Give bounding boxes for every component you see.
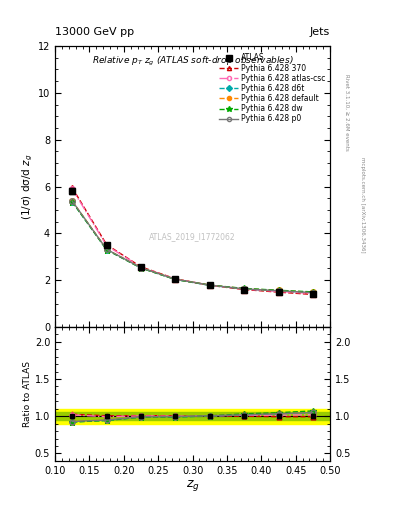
Pythia 6.428 default bbox=[70, 198, 75, 204]
Pythia 6.428 370 bbox=[208, 282, 212, 288]
Pythia 6.428 370 bbox=[139, 264, 143, 270]
Pythia 6.428 default bbox=[208, 282, 212, 288]
Line: Pythia 6.428 dw: Pythia 6.428 dw bbox=[69, 198, 316, 295]
Line: Pythia 6.428 d6t: Pythia 6.428 d6t bbox=[70, 200, 315, 295]
Text: mcplots.cern.ch [arXiv:1306.3436]: mcplots.cern.ch [arXiv:1306.3436] bbox=[360, 157, 365, 252]
Pythia 6.428 370 bbox=[173, 276, 178, 282]
Text: Relative $p_T$ $z_g$ (ATLAS soft-drop observables): Relative $p_T$ $z_g$ (ATLAS soft-drop ob… bbox=[92, 54, 294, 68]
Pythia 6.428 p0 bbox=[70, 198, 75, 204]
Line: Pythia 6.428 atlas-csc: Pythia 6.428 atlas-csc bbox=[70, 186, 316, 296]
Line: Pythia 6.428 default: Pythia 6.428 default bbox=[70, 198, 316, 295]
Pythia 6.428 atlas-csc bbox=[104, 243, 109, 249]
Pythia 6.428 370 bbox=[276, 289, 281, 295]
Text: 13000 GeV pp: 13000 GeV pp bbox=[55, 27, 134, 37]
Pythia 6.428 d6t bbox=[104, 247, 109, 253]
Pythia 6.428 d6t bbox=[242, 286, 246, 292]
X-axis label: $z_g$: $z_g$ bbox=[185, 478, 200, 494]
Pythia 6.428 dw bbox=[173, 276, 178, 283]
Pythia 6.428 atlas-csc bbox=[242, 286, 246, 292]
Text: Jets: Jets bbox=[310, 27, 330, 37]
Pythia 6.428 370 bbox=[310, 291, 315, 297]
Pythia 6.428 atlas-csc bbox=[70, 186, 75, 192]
Pythia 6.428 default bbox=[173, 276, 178, 282]
Pythia 6.428 default bbox=[310, 289, 315, 295]
Pythia 6.428 d6t bbox=[173, 276, 178, 283]
Pythia 6.428 dw bbox=[310, 289, 315, 295]
Pythia 6.428 d6t bbox=[70, 199, 75, 205]
Pythia 6.428 default bbox=[242, 286, 246, 292]
Pythia 6.428 d6t bbox=[208, 282, 212, 288]
Bar bbox=[55, 409, 330, 423]
Pythia 6.428 dw bbox=[139, 265, 143, 271]
Text: ATLAS_2019_I1772062: ATLAS_2019_I1772062 bbox=[149, 232, 236, 242]
Pythia 6.428 default bbox=[139, 265, 143, 271]
Pythia 6.428 dw bbox=[208, 282, 212, 288]
Pythia 6.428 370 bbox=[70, 185, 75, 191]
Pythia 6.428 370 bbox=[104, 242, 109, 248]
Pythia 6.428 p0 bbox=[104, 246, 109, 252]
Pythia 6.428 atlas-csc bbox=[276, 288, 281, 294]
Pythia 6.428 dw bbox=[70, 199, 75, 205]
Y-axis label: Ratio to ATLAS: Ratio to ATLAS bbox=[23, 361, 32, 427]
Pythia 6.428 p0 bbox=[139, 265, 143, 271]
Pythia 6.428 d6t bbox=[139, 265, 143, 271]
Pythia 6.428 atlas-csc bbox=[139, 264, 143, 270]
Legend: ATLAS, Pythia 6.428 370, Pythia 6.428 atlas-csc, Pythia 6.428 d6t, Pythia 6.428 : ATLAS, Pythia 6.428 370, Pythia 6.428 at… bbox=[218, 53, 326, 124]
Pythia 6.428 p0 bbox=[173, 276, 178, 282]
Pythia 6.428 p0 bbox=[242, 286, 246, 292]
Pythia 6.428 p0 bbox=[208, 282, 212, 288]
Pythia 6.428 dw bbox=[104, 247, 109, 253]
Bar bbox=[55, 413, 330, 420]
Pythia 6.428 atlas-csc bbox=[310, 290, 315, 296]
Text: Rivet 3.1.10, ≥ 2.6M events: Rivet 3.1.10, ≥ 2.6M events bbox=[344, 74, 349, 151]
Pythia 6.428 default bbox=[104, 246, 109, 252]
Pythia 6.428 d6t bbox=[276, 288, 281, 294]
Pythia 6.428 atlas-csc bbox=[173, 276, 178, 282]
Line: Pythia 6.428 370: Pythia 6.428 370 bbox=[70, 185, 316, 297]
Y-axis label: (1/σ) dσ/d $z_g$: (1/σ) dσ/d $z_g$ bbox=[20, 154, 35, 220]
Line: Pythia 6.428 p0: Pythia 6.428 p0 bbox=[70, 198, 316, 295]
Pythia 6.428 d6t bbox=[310, 289, 315, 295]
Pythia 6.428 p0 bbox=[310, 289, 315, 295]
Pythia 6.428 default bbox=[276, 287, 281, 293]
Pythia 6.428 dw bbox=[242, 285, 246, 291]
Pythia 6.428 atlas-csc bbox=[208, 282, 212, 288]
Pythia 6.428 370 bbox=[242, 287, 246, 293]
Pythia 6.428 p0 bbox=[276, 288, 281, 294]
Pythia 6.428 dw bbox=[276, 287, 281, 293]
